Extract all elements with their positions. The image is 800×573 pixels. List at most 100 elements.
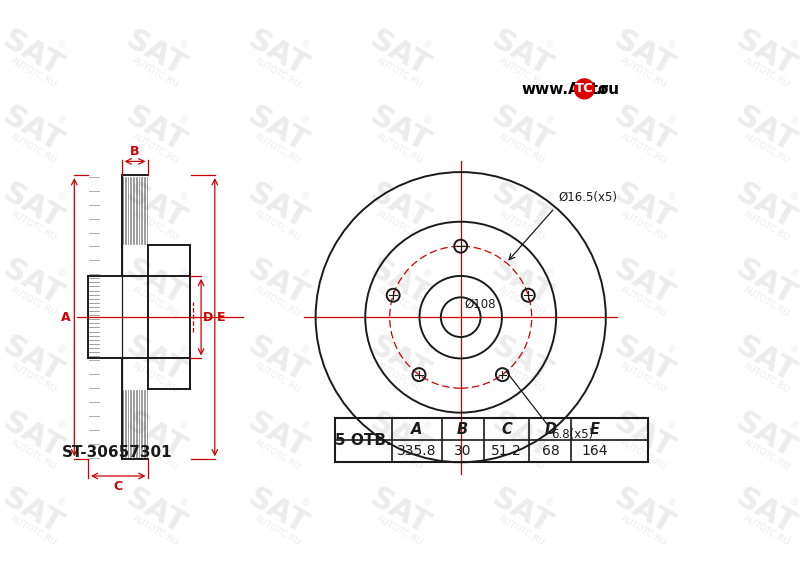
- Text: AUTOTC.RU: AUTOTC.RU: [497, 438, 546, 472]
- Text: SAT: SAT: [609, 331, 679, 388]
- Text: ®: ®: [420, 267, 433, 280]
- Text: www.Auto: www.Auto: [522, 82, 609, 97]
- Text: ®: ®: [175, 114, 189, 128]
- Text: SAT: SAT: [731, 407, 800, 464]
- Text: AUTOTC.RU: AUTOTC.RU: [130, 132, 180, 166]
- Text: ®: ®: [420, 38, 433, 52]
- Text: C: C: [114, 480, 122, 493]
- Text: AUTOTC.RU: AUTOTC.RU: [9, 362, 58, 395]
- Text: SAT: SAT: [609, 101, 679, 159]
- Text: SAT: SAT: [487, 254, 557, 311]
- Text: AUTOTC.RU: AUTOTC.RU: [497, 362, 546, 395]
- Text: SAT: SAT: [0, 254, 68, 311]
- Text: AUTOTC.RU: AUTOTC.RU: [497, 56, 546, 89]
- Text: SAT: SAT: [242, 25, 313, 83]
- Text: ®: ®: [542, 343, 555, 357]
- Text: AUTOTC.RU: AUTOTC.RU: [9, 209, 58, 242]
- Text: AUTOTC.RU: AUTOTC.RU: [130, 285, 180, 319]
- Text: SAT: SAT: [365, 101, 434, 159]
- Text: A: A: [61, 311, 70, 324]
- Text: ®: ®: [298, 38, 311, 52]
- Text: Ø16.5(x5): Ø16.5(x5): [558, 191, 618, 204]
- Text: AUTOTC.RU: AUTOTC.RU: [497, 209, 546, 242]
- Text: AUTOTC.RU: AUTOTC.RU: [375, 56, 424, 89]
- Text: ®: ®: [664, 114, 678, 128]
- Text: AUTOTC.RU: AUTOTC.RU: [9, 438, 58, 472]
- Text: E: E: [590, 422, 599, 437]
- Text: AUTOTC.RU: AUTOTC.RU: [619, 362, 669, 395]
- Text: ®: ®: [298, 267, 311, 280]
- Text: AUTOTC.RU: AUTOTC.RU: [742, 56, 790, 89]
- Text: SAT: SAT: [731, 25, 800, 83]
- Text: AUTOTC.RU: AUTOTC.RU: [375, 438, 424, 472]
- Text: ®: ®: [664, 496, 678, 509]
- Text: ®: ®: [53, 191, 66, 204]
- Text: ®: ®: [298, 114, 311, 128]
- Text: AUTOTC.RU: AUTOTC.RU: [130, 514, 180, 548]
- Text: SAT: SAT: [0, 25, 68, 83]
- Text: AUTOTC.RU: AUTOTC.RU: [253, 514, 302, 548]
- Text: SAT: SAT: [731, 178, 800, 235]
- Text: ®: ®: [542, 114, 555, 128]
- Text: ®: ®: [542, 496, 555, 509]
- Text: C: C: [501, 422, 512, 437]
- Text: SAT: SAT: [0, 407, 68, 464]
- Text: ®: ®: [175, 191, 189, 204]
- Text: SAT: SAT: [120, 178, 190, 235]
- Text: AUTOTC.RU: AUTOTC.RU: [742, 362, 790, 395]
- Text: SAT: SAT: [242, 484, 313, 540]
- Text: SAT: SAT: [365, 331, 434, 388]
- Text: .ru: .ru: [596, 82, 620, 97]
- Text: AUTOTC.RU: AUTOTC.RU: [253, 438, 302, 472]
- Text: Ø108: Ø108: [465, 298, 496, 311]
- Text: AUTOTC.RU: AUTOTC.RU: [619, 209, 669, 242]
- Text: 6.8(x5): 6.8(x5): [551, 428, 593, 441]
- Text: SAT: SAT: [731, 101, 800, 159]
- Text: 51.2: 51.2: [491, 444, 522, 458]
- Text: AUTOTC.RU: AUTOTC.RU: [130, 56, 180, 89]
- Text: AUTOTC.RU: AUTOTC.RU: [619, 514, 669, 548]
- Text: ®: ®: [786, 343, 799, 357]
- Text: ®: ®: [420, 343, 433, 357]
- Text: AUTOTC.RU: AUTOTC.RU: [497, 132, 546, 166]
- Text: ®: ®: [298, 419, 311, 433]
- Text: SAT: SAT: [120, 25, 190, 83]
- Text: E: E: [217, 311, 226, 324]
- Text: AUTOTC.RU: AUTOTC.RU: [742, 132, 790, 166]
- Text: SAT: SAT: [731, 254, 800, 311]
- Text: A: A: [411, 422, 422, 437]
- Text: B: B: [130, 144, 140, 158]
- Text: AUTOTC.RU: AUTOTC.RU: [619, 285, 669, 319]
- Text: AUTOTC.RU: AUTOTC.RU: [619, 438, 669, 472]
- Text: AUTOTC.RU: AUTOTC.RU: [742, 285, 790, 319]
- Bar: [334, 418, 648, 462]
- Text: SAT: SAT: [487, 25, 557, 83]
- Text: SAT: SAT: [487, 407, 557, 464]
- Text: AUTOTC.RU: AUTOTC.RU: [253, 56, 302, 89]
- Text: ®: ®: [175, 343, 189, 357]
- Text: SAT: SAT: [731, 484, 800, 540]
- Text: SAT: SAT: [609, 407, 679, 464]
- Text: SAT: SAT: [242, 254, 313, 311]
- Text: SAT: SAT: [120, 407, 190, 464]
- Text: ®: ®: [53, 114, 66, 128]
- Text: SAT: SAT: [609, 25, 679, 83]
- Text: AUTOTC.RU: AUTOTC.RU: [130, 438, 180, 472]
- Text: SAT: SAT: [487, 101, 557, 159]
- Text: ®: ®: [420, 114, 433, 128]
- Text: ®: ®: [542, 267, 555, 280]
- Text: AUTOTC.RU: AUTOTC.RU: [253, 209, 302, 242]
- Text: ®: ®: [786, 38, 799, 52]
- Text: SAT: SAT: [120, 101, 190, 159]
- Text: AUTOTC.RU: AUTOTC.RU: [130, 209, 180, 242]
- Text: ®: ®: [175, 419, 189, 433]
- Text: SAT: SAT: [365, 254, 434, 311]
- Text: SAT: SAT: [731, 331, 800, 388]
- Text: AUTOTC.RU: AUTOTC.RU: [497, 285, 546, 319]
- Text: ®: ®: [53, 38, 66, 52]
- Text: AUTOTC.RU: AUTOTC.RU: [253, 132, 302, 166]
- Text: 335.8: 335.8: [397, 444, 437, 458]
- Text: SAT: SAT: [120, 331, 190, 388]
- Text: ®: ®: [53, 267, 66, 280]
- Text: 30: 30: [454, 444, 471, 458]
